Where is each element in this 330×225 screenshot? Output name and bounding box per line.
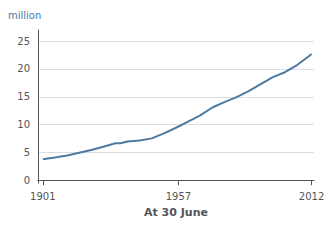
svg-text:10: 10: [17, 119, 30, 130]
svg-text:20: 20: [17, 63, 30, 74]
svg-text:2012: 2012: [299, 191, 324, 202]
svg-text:1957: 1957: [166, 191, 191, 202]
svg-text:At 30 June: At 30 June: [144, 206, 208, 219]
svg-text:15: 15: [17, 91, 30, 102]
svg-text:5: 5: [24, 147, 30, 158]
svg-text:0: 0: [24, 175, 30, 186]
svg-text:million: million: [8, 10, 41, 21]
svg-text:25: 25: [17, 36, 30, 47]
svg-text:1901: 1901: [30, 191, 55, 202]
